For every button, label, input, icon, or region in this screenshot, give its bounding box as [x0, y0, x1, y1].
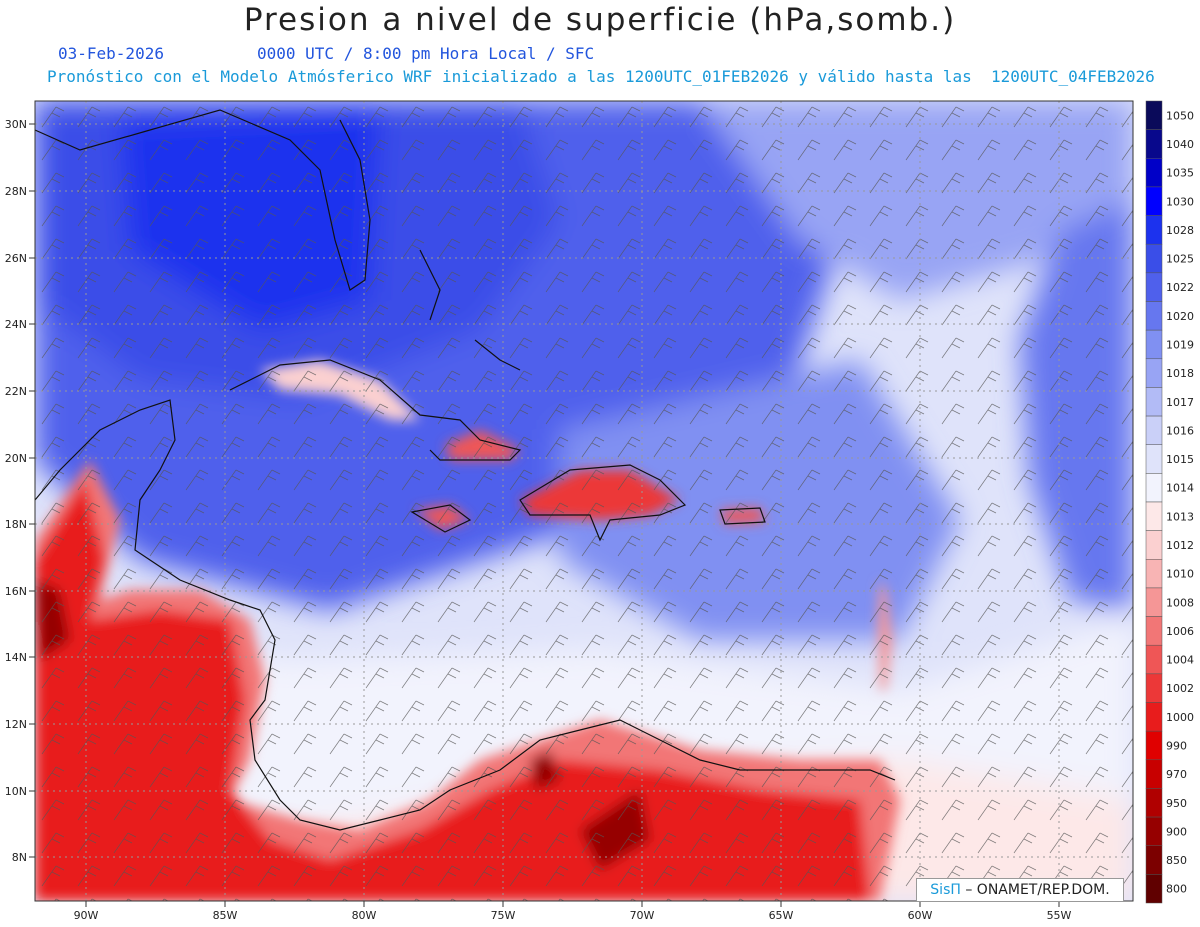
- colorbar-label: 1016: [1166, 424, 1194, 437]
- colorbar-swatch: [1145, 559, 1163, 589]
- lat-label: 18N: [5, 518, 27, 531]
- colorbar-swatch: [1145, 387, 1163, 417]
- colorbar-swatch: [1145, 329, 1163, 360]
- lat-label: 14N: [5, 651, 27, 664]
- colorbar-swatch: [1145, 186, 1163, 216]
- colorbar-swatch: [1145, 702, 1163, 732]
- colorbar-label: 1022: [1166, 281, 1194, 294]
- sispi-logo: SisΠ: [930, 882, 961, 898]
- colorbar-label: 1006: [1166, 625, 1194, 638]
- lat-label: 30N: [5, 118, 27, 131]
- colorbar-label: 1015: [1166, 453, 1194, 466]
- colorbar-swatch: [1145, 673, 1163, 703]
- lon-label: 60W: [908, 909, 933, 922]
- colorbar-label: 1000: [1166, 711, 1194, 724]
- lat-label: 24N: [5, 318, 27, 331]
- colorbar-label: 1035: [1166, 167, 1194, 180]
- lat-label: 10N: [5, 785, 27, 798]
- colorbar-swatch: [1145, 616, 1163, 646]
- colorbar-swatch: [1145, 644, 1163, 675]
- colorbar-swatch: [1145, 473, 1163, 503]
- colorbar-swatch: [1145, 816, 1163, 846]
- colorbar: 1050 1040 1035 1030 1028 1025 1022 1020 1019 1018…: [1145, 100, 1194, 904]
- colorbar-label: 800: [1166, 883, 1187, 896]
- lat-label: 12N: [5, 718, 27, 731]
- colorbar-swatch: [1145, 415, 1163, 445]
- colorbar-swatch: [1145, 243, 1163, 274]
- colorbar-label: 1013: [1166, 510, 1194, 523]
- colorbar-label: 1002: [1166, 682, 1194, 695]
- colorbar-label: 1025: [1166, 253, 1194, 266]
- colorbar-label: 1004: [1166, 654, 1194, 667]
- colorbar-swatch: [1145, 272, 1163, 302]
- colorbar-label: 1020: [1166, 310, 1194, 323]
- colorbar-swatch: [1145, 759, 1163, 789]
- colorbar-label: 1012: [1166, 539, 1194, 552]
- lon-label: 70W: [630, 909, 655, 922]
- lat-label: 16N: [5, 585, 27, 598]
- colorbar-swatch: [1145, 129, 1163, 159]
- pressure-field: [35, 101, 1133, 901]
- colorbar-swatch: [1145, 158, 1163, 188]
- lat-label: 26N: [5, 252, 27, 265]
- colorbar-swatch: [1145, 215, 1163, 245]
- colorbar-swatch: [1145, 788, 1163, 818]
- colorbar-swatch: [1145, 444, 1163, 474]
- colorbar-swatch: [1145, 501, 1163, 531]
- colorbar-swatch: [1145, 530, 1163, 560]
- colorbar-label: 900: [1166, 825, 1187, 838]
- colorbar-label: 1040: [1166, 138, 1194, 151]
- colorbar-label: 1014: [1166, 482, 1194, 495]
- valid-time: 0000 UTC / 8:00 pm Hora Local / SFC: [257, 44, 595, 63]
- colorbar-label: 1028: [1166, 224, 1194, 237]
- lon-label: 75W: [491, 909, 516, 922]
- colorbar-swatch: [1145, 358, 1163, 388]
- colorbar-swatch: [1145, 874, 1163, 904]
- colorbar-label: 1050: [1166, 109, 1194, 122]
- colorbar-label: 950: [1166, 797, 1187, 810]
- coastlines: [35, 109, 896, 831]
- lon-label: 85W: [213, 909, 238, 922]
- colorbar-label: 990: [1166, 739, 1187, 752]
- model-init-line: Pronóstico con el Modelo Atmósferico WRF…: [47, 67, 1155, 86]
- lon-label: 65W: [769, 909, 794, 922]
- colorbar-swatch: [1145, 845, 1163, 875]
- colorbar-swatch: [1145, 301, 1163, 331]
- colorbar-label: 1010: [1166, 568, 1194, 581]
- lat-label: 28N: [5, 185, 27, 198]
- lon-label: 55W: [1047, 909, 1072, 922]
- colorbar-label: 1030: [1166, 195, 1194, 208]
- colorbar-label: 1018: [1166, 367, 1194, 380]
- colorbar-label: 1017: [1166, 396, 1194, 409]
- lat-label: 8N: [12, 851, 27, 864]
- colorbar-swatch: [1145, 587, 1163, 617]
- lat-label: 20N: [5, 452, 27, 465]
- credit-box: SisΠ – ONAMET/REP.DOM.: [916, 878, 1124, 902]
- credit-text: – ONAMET/REP.DOM.: [965, 882, 1110, 898]
- map-title: Presion a nivel de superficie (hPa,somb.…: [243, 2, 957, 38]
- colorbar-swatch: [1145, 730, 1163, 761]
- colorbar-label: 1019: [1166, 338, 1194, 351]
- colorbar-label: 850: [1166, 854, 1187, 867]
- colorbar-label: 970: [1166, 768, 1187, 781]
- lon-label: 90W: [74, 909, 99, 922]
- forecast-date: 03-Feb-2026: [58, 44, 164, 63]
- lon-label: 80W: [352, 909, 377, 922]
- lat-label: 22N: [5, 385, 27, 398]
- colorbar-swatch: [1145, 100, 1163, 130]
- colorbar-label: 1008: [1166, 596, 1194, 609]
